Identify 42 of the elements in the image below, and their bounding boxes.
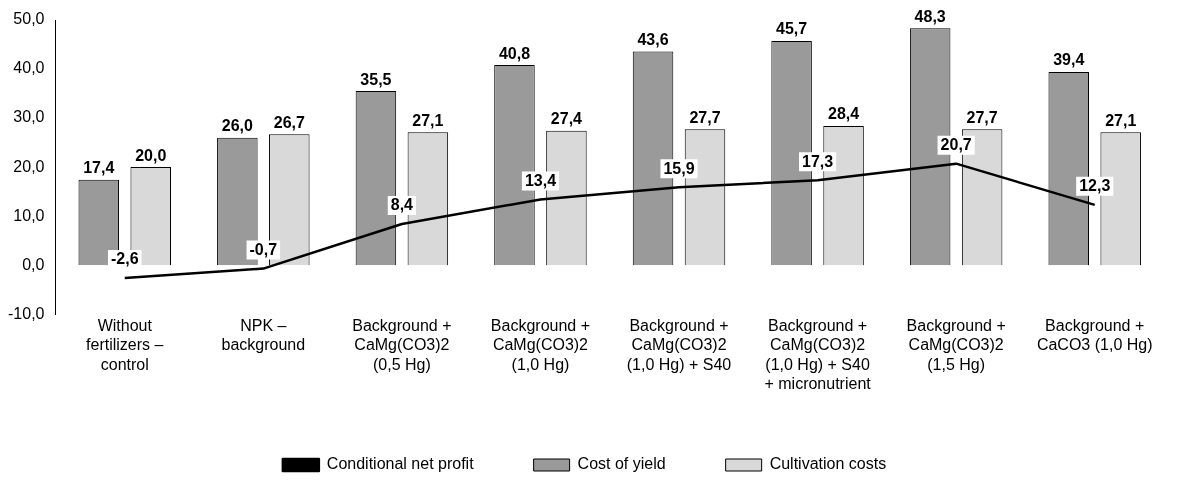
data-label: 20,0	[135, 146, 167, 164]
x-tick-label: Background + CaMg(CO3)2 (1,0 Hg)	[490, 317, 591, 373]
data-label: 27,1	[1105, 111, 1137, 129]
legend-label: Cultivation costs	[769, 455, 887, 473]
y-tick-label: 50,0	[13, 10, 45, 28]
data-label: 39,4	[1053, 51, 1085, 69]
data-label: 26,7	[273, 113, 305, 131]
data-label: -2,6	[110, 250, 139, 268]
data-label: 43,6	[637, 30, 669, 48]
x-tick-label: Background + CaMg(CO3)2 (0,5 Hg)	[352, 317, 452, 373]
data-label: 35,5	[360, 70, 392, 88]
data-label: 28,4	[827, 105, 860, 123]
x-tick-label: Without fertilizers – control	[86, 317, 164, 373]
y-tick-label: 40,0	[13, 59, 45, 77]
data-label: 27,1	[412, 111, 444, 129]
y-tick-label: 30,0	[13, 108, 45, 126]
y-tick-label: 0,0	[22, 255, 45, 273]
y-tick-label: 20,0	[13, 157, 45, 175]
x-tick-label: NPK – background	[221, 317, 306, 354]
data-label: -0,7	[249, 241, 278, 259]
x-tick-label: Background + CaMg(CO3)2 (1,5 Hg)	[906, 317, 1006, 373]
data-label: 26,0	[221, 117, 254, 135]
data-label: 40,8	[498, 44, 531, 62]
data-label: 27,7	[966, 108, 998, 126]
data-label: 27,7	[689, 108, 721, 126]
data-label: 8,4	[390, 196, 414, 214]
data-label: 17,3	[802, 152, 834, 170]
x-tick-label: Background + CaMg(CO3)2 (1,0 Hg) + S40	[626, 317, 732, 373]
data-label: 13,4	[524, 171, 557, 189]
legend-label: Cost of yield	[577, 455, 666, 473]
data-label: 48,3	[914, 7, 946, 25]
data-label: 17,4	[83, 159, 115, 177]
data-label: 15,9	[663, 159, 695, 177]
y-tick-label: -10,0	[8, 304, 45, 322]
x-tick-label: Background + CaCO3 (1,0 Hg)	[1036, 317, 1153, 354]
data-label: 12,3	[1079, 177, 1111, 195]
x-tick-label: Background + CaMg(CO3)2 (1,0 Hg) + S40 + micronutrient	[764, 317, 872, 392]
data-label: 27,4	[550, 110, 583, 128]
legend-label: Conditional net profit	[326, 455, 475, 473]
y-tick-label: 10,0	[13, 206, 45, 224]
data-label: 20,7	[940, 136, 972, 154]
data-label: 45,7	[776, 20, 808, 38]
